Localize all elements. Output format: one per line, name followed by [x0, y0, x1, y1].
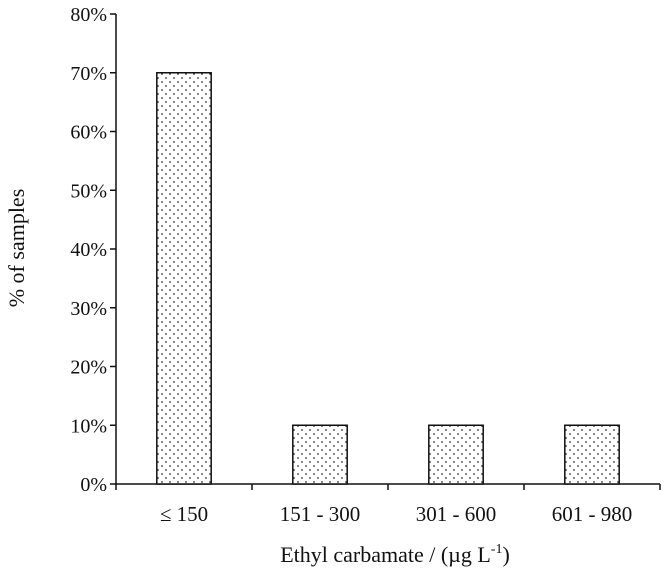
bar [564, 424, 620, 485]
x-axis-title-sup: -1 [491, 542, 503, 557]
y-tick-label: 70% [70, 63, 107, 85]
x-tick-label: 301 - 600 [416, 502, 497, 526]
bar [428, 424, 484, 485]
y-tick-label: 30% [70, 298, 107, 320]
y-tick-label: 40% [70, 239, 107, 261]
x-tick-label: 601 - 980 [552, 502, 633, 526]
y-tick-label: 50% [70, 180, 107, 202]
x-tick-label: 151 - 300 [280, 502, 361, 526]
x-tick-label: ≤ 150 [160, 502, 208, 526]
bar [156, 72, 212, 485]
bars [156, 72, 620, 485]
y-axis-title: % of samples [4, 189, 29, 308]
y-tick-label: 20% [70, 357, 107, 379]
y-tick-label: 10% [70, 415, 107, 437]
x-axis-title: Ethyl carbamate / (µg L-1) [280, 542, 510, 567]
x-axis-title-tail: ) [502, 542, 509, 567]
x-axis-title-main: Ethyl carbamate / (µg L [280, 542, 491, 567]
bar [292, 424, 348, 485]
y-tick-label: 80% [70, 4, 107, 26]
y-tick-label: 0% [80, 474, 107, 496]
labels: 0% 10% 20% 30% 40% 50% 60% 70% 80% ≤ 150 151 - 300… [70, 4, 632, 526]
y-tick-label: 60% [70, 122, 107, 144]
